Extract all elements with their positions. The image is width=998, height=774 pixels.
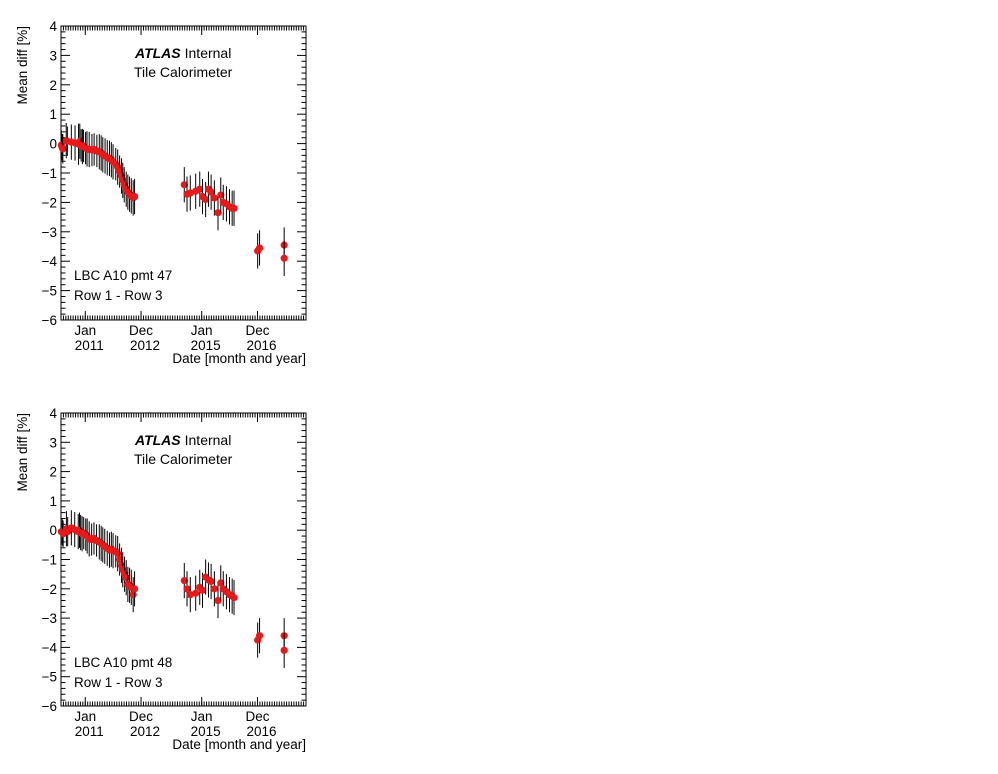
data-point [207, 577, 215, 586]
y-tick-label: −3 [42, 225, 57, 240]
data-point [217, 579, 225, 587]
data-point [207, 188, 215, 196]
y-tick-label: 3 [49, 48, 57, 63]
row-label: Row 1 - Row 3 [74, 288, 163, 303]
y-tick-label: 2 [49, 78, 57, 93]
y-axis-title: Mean diff [%] [15, 413, 30, 492]
x-tick-label-year: 2016 [246, 338, 276, 353]
x-axis-title: Date [month and year] [172, 737, 306, 752]
x-tick-label-month: Jan [74, 709, 96, 724]
detector-label: Tile Calorimeter [134, 451, 233, 467]
data-point [280, 646, 288, 654]
data-point [130, 585, 139, 593]
data-point [196, 185, 204, 193]
y-tick-label: −4 [42, 640, 58, 655]
y-tick-label: −3 [42, 611, 57, 626]
y-tick-label: 2 [49, 465, 57, 480]
y-tick-label: 0 [49, 523, 57, 538]
channel-label: LBC A10 pmt 47 [74, 268, 172, 283]
x-tick-label-month: Dec [245, 709, 269, 724]
x-tick-label-year: 2012 [130, 724, 160, 739]
data-point [214, 209, 222, 217]
x-tick-label-year: 2012 [130, 338, 160, 353]
chart-panel-pmt-48: 43210−1−2−3−4−5−6Jan2011Dec2012Jan2015De… [15, 406, 307, 752]
x-tick-label-month: Jan [74, 323, 96, 338]
data-point [214, 596, 222, 605]
data-point [202, 195, 210, 204]
data-point [122, 574, 130, 582]
y-axis-title: Mean diff [%] [15, 26, 30, 105]
atlas-experiment: ATLAS [134, 45, 181, 61]
x-tick-label-year: 2011 [75, 724, 104, 739]
atlas-status: Internal [185, 45, 232, 61]
x-tick-label-year: 2011 [75, 338, 104, 353]
data-point [255, 244, 264, 252]
data-point [183, 585, 191, 593]
detector-label: Tile Calorimeter [134, 64, 233, 80]
x-tick-label-month: Dec [129, 709, 153, 724]
y-tick-label: 0 [49, 137, 57, 152]
data-point [210, 194, 218, 202]
data-point [186, 591, 194, 599]
x-tick-label-month: Jan [191, 709, 213, 724]
data-point [180, 576, 188, 585]
x-tick-label-year: 2015 [191, 724, 221, 739]
y-tick-label: 1 [49, 494, 57, 509]
data-point [230, 593, 238, 602]
data-point [180, 181, 188, 189]
x-tick-label-month: Jan [191, 323, 213, 338]
chart-panel-pmt-47: 43210−1−2−3−4−5−6Jan2011Dec2012Jan2015De… [15, 19, 307, 366]
y-tick-label: 4 [49, 406, 57, 421]
y-tick-label: −2 [42, 582, 57, 597]
data-point [192, 589, 200, 597]
y-tick-label: 1 [49, 107, 57, 122]
y-tick-label: −1 [42, 166, 57, 181]
x-tick-label-month: Dec [245, 323, 269, 338]
atlas-label: ATLAS Internal [134, 432, 231, 448]
x-tick-label-year: 2016 [246, 724, 276, 739]
atlas-label: ATLAS Internal [134, 45, 231, 61]
data-point [255, 632, 264, 640]
channel-label: LBC A10 pmt 48 [74, 655, 172, 670]
x-axis-title: Date [month and year] [172, 351, 306, 366]
row-label: Row 1 - Row 3 [74, 675, 163, 690]
data-point [230, 204, 238, 212]
data-point [59, 145, 67, 153]
y-tick-label: −5 [42, 284, 57, 299]
data-point [210, 585, 218, 593]
x-tick-label-year: 2015 [191, 338, 221, 353]
y-tick-label: 4 [49, 19, 57, 34]
x-tick-label-month: Dec [129, 323, 153, 338]
data-point [217, 191, 225, 199]
y-tick-label: −4 [42, 254, 58, 269]
y-tick-label: 3 [49, 435, 57, 450]
data-point [280, 254, 288, 262]
data-point [130, 192, 139, 201]
y-tick-label: −1 [42, 553, 57, 568]
atlas-status: Internal [185, 432, 232, 448]
y-tick-label: −5 [42, 670, 57, 685]
y-tick-label: −2 [42, 195, 57, 210]
data-point [186, 189, 194, 197]
y-tick-label: −6 [42, 313, 57, 328]
atlas-experiment: ATLAS [134, 432, 181, 448]
data-point [198, 586, 207, 594]
y-tick-label: −6 [42, 699, 57, 714]
